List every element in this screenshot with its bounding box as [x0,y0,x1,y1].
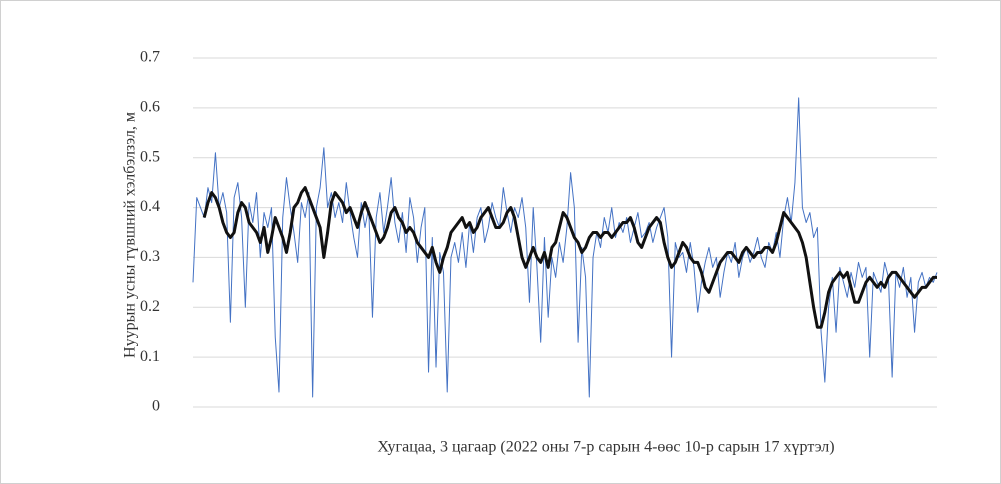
data-line [202,186,937,329]
y-tick-label: 0.7 [140,49,160,66]
y-tick-label: 0.4 [140,198,160,215]
x-axis-label: Хугацаа, 3 цагаар (2022 оны 7-р сарын 4-… [377,439,834,456]
y-axis-label: Нуурын усны түвшний хэлбэлзэл, м [122,112,139,358]
y-tick-label: 0.3 [140,248,160,265]
y-tick-label: 0.6 [140,99,160,116]
data-line [192,97,938,398]
y-tick-label: 0.5 [140,148,160,165]
y-tick-label: 0 [152,398,160,415]
y-tick-label: 0.2 [140,298,160,315]
y-tick-label: 0.1 [140,348,160,365]
